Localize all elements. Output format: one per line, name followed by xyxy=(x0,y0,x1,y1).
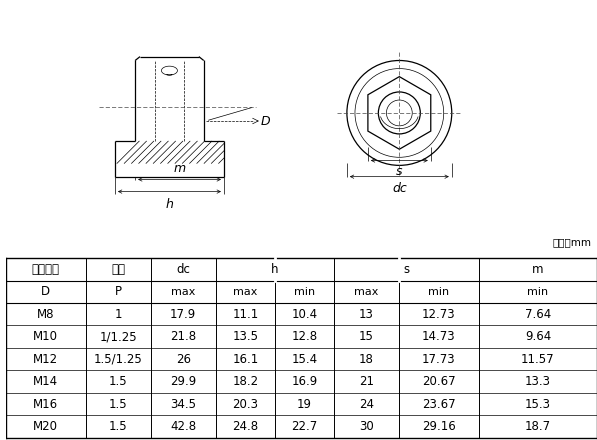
Text: s: s xyxy=(396,165,402,178)
Text: 19: 19 xyxy=(297,398,312,411)
Text: 单位：mm: 单位：mm xyxy=(552,237,591,247)
Text: h: h xyxy=(271,263,279,276)
Text: D: D xyxy=(41,285,50,298)
Text: 18: 18 xyxy=(359,353,374,366)
Text: 9.64: 9.64 xyxy=(525,330,551,343)
Text: 1.5: 1.5 xyxy=(109,398,128,411)
Text: 16.1: 16.1 xyxy=(232,353,259,366)
Text: 18.2: 18.2 xyxy=(232,375,259,388)
Text: 17.73: 17.73 xyxy=(422,353,456,366)
Text: 15: 15 xyxy=(359,330,374,343)
Text: dc: dc xyxy=(392,181,407,194)
Text: 10.4: 10.4 xyxy=(291,308,318,321)
Text: h: h xyxy=(165,198,173,211)
Text: 22.7: 22.7 xyxy=(291,420,318,433)
Text: 23.67: 23.67 xyxy=(422,398,456,411)
Text: 公称直径: 公称直径 xyxy=(32,263,60,276)
Text: 1.5: 1.5 xyxy=(109,375,128,388)
Text: 12.73: 12.73 xyxy=(422,308,456,321)
Text: 11.1: 11.1 xyxy=(232,308,259,321)
Text: m: m xyxy=(174,161,186,175)
Text: 螺距: 螺距 xyxy=(111,263,125,276)
Text: min: min xyxy=(527,287,549,297)
Text: M14: M14 xyxy=(33,375,59,388)
Text: 16.9: 16.9 xyxy=(291,375,318,388)
Text: 1.5: 1.5 xyxy=(109,420,128,433)
Text: 17.9: 17.9 xyxy=(170,308,196,321)
Text: 15.4: 15.4 xyxy=(291,353,318,366)
Text: min: min xyxy=(294,287,315,297)
Text: s: s xyxy=(404,263,410,276)
Text: 26: 26 xyxy=(176,353,191,366)
Text: 13.5: 13.5 xyxy=(232,330,259,343)
Text: 15.3: 15.3 xyxy=(525,398,551,411)
Text: m: m xyxy=(532,263,544,276)
Text: 34.5: 34.5 xyxy=(170,398,196,411)
Text: 12.8: 12.8 xyxy=(291,330,318,343)
Text: 20.67: 20.67 xyxy=(422,375,456,388)
Text: dc: dc xyxy=(176,263,190,276)
Text: 18.7: 18.7 xyxy=(525,420,551,433)
Text: M20: M20 xyxy=(33,420,59,433)
Text: 30: 30 xyxy=(359,420,374,433)
Text: 29.16: 29.16 xyxy=(422,420,456,433)
Text: 24: 24 xyxy=(359,398,374,411)
Text: 14.73: 14.73 xyxy=(422,330,456,343)
Text: 20.3: 20.3 xyxy=(232,398,259,411)
Text: 29.9: 29.9 xyxy=(170,375,196,388)
Text: max: max xyxy=(233,287,257,297)
Text: 21: 21 xyxy=(359,375,374,388)
Text: 13: 13 xyxy=(359,308,374,321)
Text: M12: M12 xyxy=(33,353,59,366)
Text: 1: 1 xyxy=(115,308,122,321)
Text: 1.5/1.25: 1.5/1.25 xyxy=(94,353,143,366)
Text: D: D xyxy=(260,114,270,128)
Text: max: max xyxy=(171,287,195,297)
Text: 11.57: 11.57 xyxy=(521,353,555,366)
Text: P: P xyxy=(115,285,122,298)
Text: 24.8: 24.8 xyxy=(232,420,259,433)
Text: max: max xyxy=(354,287,378,297)
Text: 21.8: 21.8 xyxy=(170,330,196,343)
Text: M10: M10 xyxy=(33,330,59,343)
Text: 7.64: 7.64 xyxy=(525,308,551,321)
Text: 42.8: 42.8 xyxy=(170,420,196,433)
Text: 13.3: 13.3 xyxy=(525,375,551,388)
Text: 1/1.25: 1/1.25 xyxy=(100,330,137,343)
Text: min: min xyxy=(428,287,450,297)
Text: M8: M8 xyxy=(37,308,54,321)
Text: M16: M16 xyxy=(33,398,59,411)
